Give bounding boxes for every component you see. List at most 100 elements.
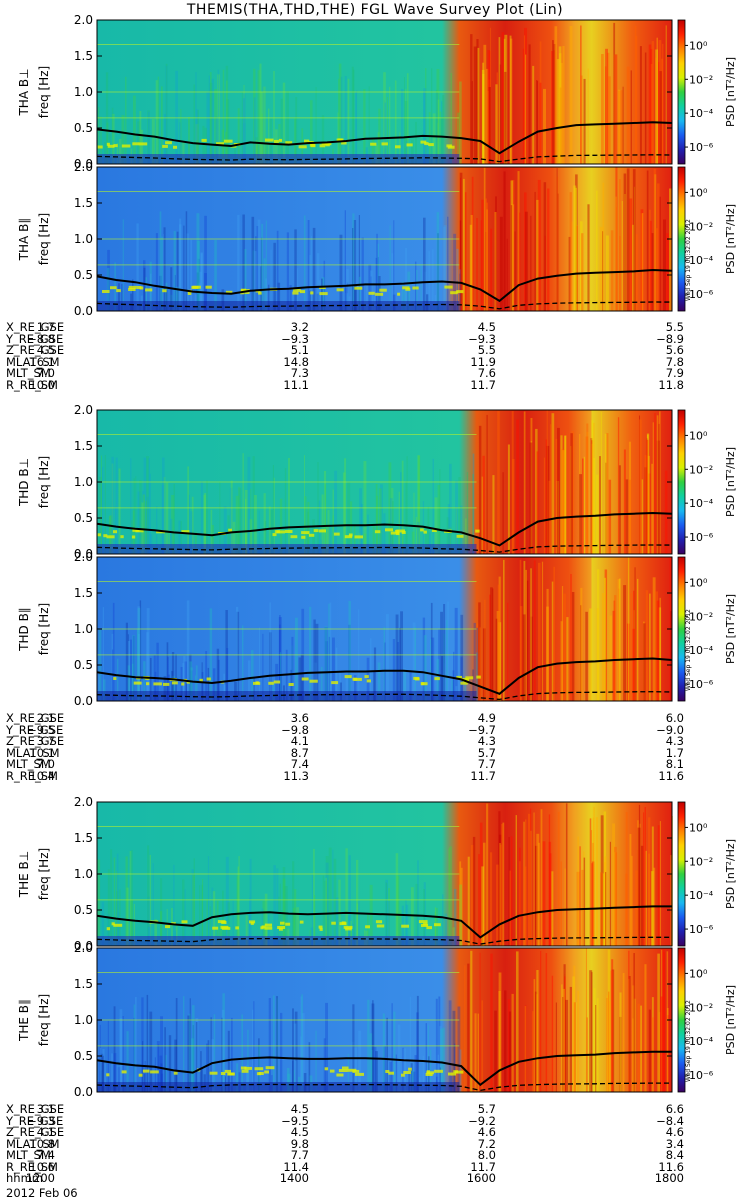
spectrogram-streak [613,54,615,164]
spectrogram-streak [417,860,419,946]
spectrogram-streak [378,488,382,554]
spectrogram-streak [489,51,491,164]
spectrogram-streak [529,442,533,554]
signal-blob [476,675,481,679]
signal-blob [221,926,231,930]
spectrogram-streak [372,523,375,554]
spectrogram-streak [332,515,334,554]
y-tick-label: 1.5 [74,49,93,63]
spectrogram-streak [406,73,409,164]
ephemeris-value: 4.9 [477,711,496,725]
spectrogram-streak [542,841,546,946]
spectrogram-streak [219,481,221,554]
colorbar-tick-label: 10⁻⁴ [689,889,714,902]
signal-blob [329,1069,335,1073]
y-tick-label: 0.5 [74,1049,93,1063]
spectrogram-streak [646,433,650,554]
spectrogram-streak [142,490,144,554]
spectrogram-streak [249,519,253,554]
spectrogram-streak [204,493,207,554]
signal-blob [403,1071,411,1074]
ephemeris-value: 7.3 [290,366,309,380]
ephemeris-value: 7.2 [477,1136,496,1151]
spectrogram-streak [404,77,405,164]
ephemeris-label: MLT_SM [6,757,51,771]
ephemeris-value: −9.3 [27,1113,55,1128]
spectrogram-streak [312,227,316,311]
signal-blob [113,144,118,148]
signal-blob [235,926,239,930]
spectrogram-streak [431,249,434,311]
spectrogram-streak [647,455,650,554]
spectrogram-streak [546,588,549,701]
signal-blob [324,1067,329,1071]
spectrogram-streak [126,1031,129,1092]
spectrogram-streak [483,167,486,311]
spectrogram-streak [443,604,446,701]
spectrogram-streak [547,188,550,311]
spectrogram-streak [159,275,162,311]
spectrogram-streak [498,37,501,164]
spectrogram-streak [579,474,582,554]
spectrogram-streak [528,44,531,164]
spectrogram-streak [425,527,428,554]
signal-blob [374,530,381,534]
spectrogram-streak [195,1022,198,1092]
spectrogram-streak [147,845,150,946]
spectrogram-streak [651,1017,654,1092]
spectrogram-streak [453,233,457,311]
spectrogram-streak [416,269,418,311]
spectrogram-streak [604,569,608,701]
spectrogram-streak [608,76,611,164]
signal-blob [375,920,383,924]
signal-blob [309,679,318,683]
spectrogram-streak [400,611,403,701]
spectrogram-streak [279,624,281,701]
spectrogram-streak [346,282,349,311]
spectrogram-streak [118,138,122,164]
spectrogram-streak [650,64,653,164]
colorbar-tick-label: 10⁻⁶ [689,678,714,691]
spectrogram-streak [614,595,617,701]
spectrogram-streak [558,53,562,165]
spectrogram-streak [423,88,427,164]
spectrogram-streak [434,907,436,946]
signal-blob [299,290,306,294]
ephemeris-value: 4.1 [290,734,309,748]
spectrogram-streak [352,1004,355,1092]
signal-blob [181,682,185,686]
spectrogram-streak [310,100,313,164]
spectrogram-streak [499,843,501,946]
spectrogram-streak [548,841,552,946]
spectrogram-streak [460,505,463,554]
ephemeris-label: R_RE_SM [6,377,58,392]
signal-blob [331,681,339,685]
signal-blob [97,533,101,537]
signal-blob [106,1073,110,1077]
ephemeris-value: 6.0 [665,711,684,725]
signal-blob [254,1067,264,1071]
spectrogram-streak [200,252,203,311]
spectrogram-streak [447,601,450,701]
spectrogram-streak [152,863,154,946]
spectrogram-streak [206,91,210,164]
spectrogram-streak [616,207,618,311]
ephemeris-value: 4.6 [665,1125,684,1139]
spectrogram-streak [363,89,366,164]
spectrogram-streak [403,668,406,701]
spectrogram-streak [610,970,614,1092]
spectrogram-streak [338,63,342,164]
spectrogram-streak [360,504,363,554]
spectrogram-streak [221,289,225,311]
spectrogram-streak [353,911,356,946]
spectrogram-streak [102,1055,104,1092]
spectrogram-streak [163,676,167,701]
spectrogram-streak [104,142,107,164]
colorbar-tick-label: 10⁰ [689,39,708,52]
spectrogram-streak [335,647,338,701]
spectrogram-streak [462,178,465,311]
signal-blob [163,682,170,686]
spectrogram-streak [219,925,222,946]
spectrogram-streak [501,32,505,164]
ephemeris-label: Z_RE_GSE [6,1125,65,1139]
